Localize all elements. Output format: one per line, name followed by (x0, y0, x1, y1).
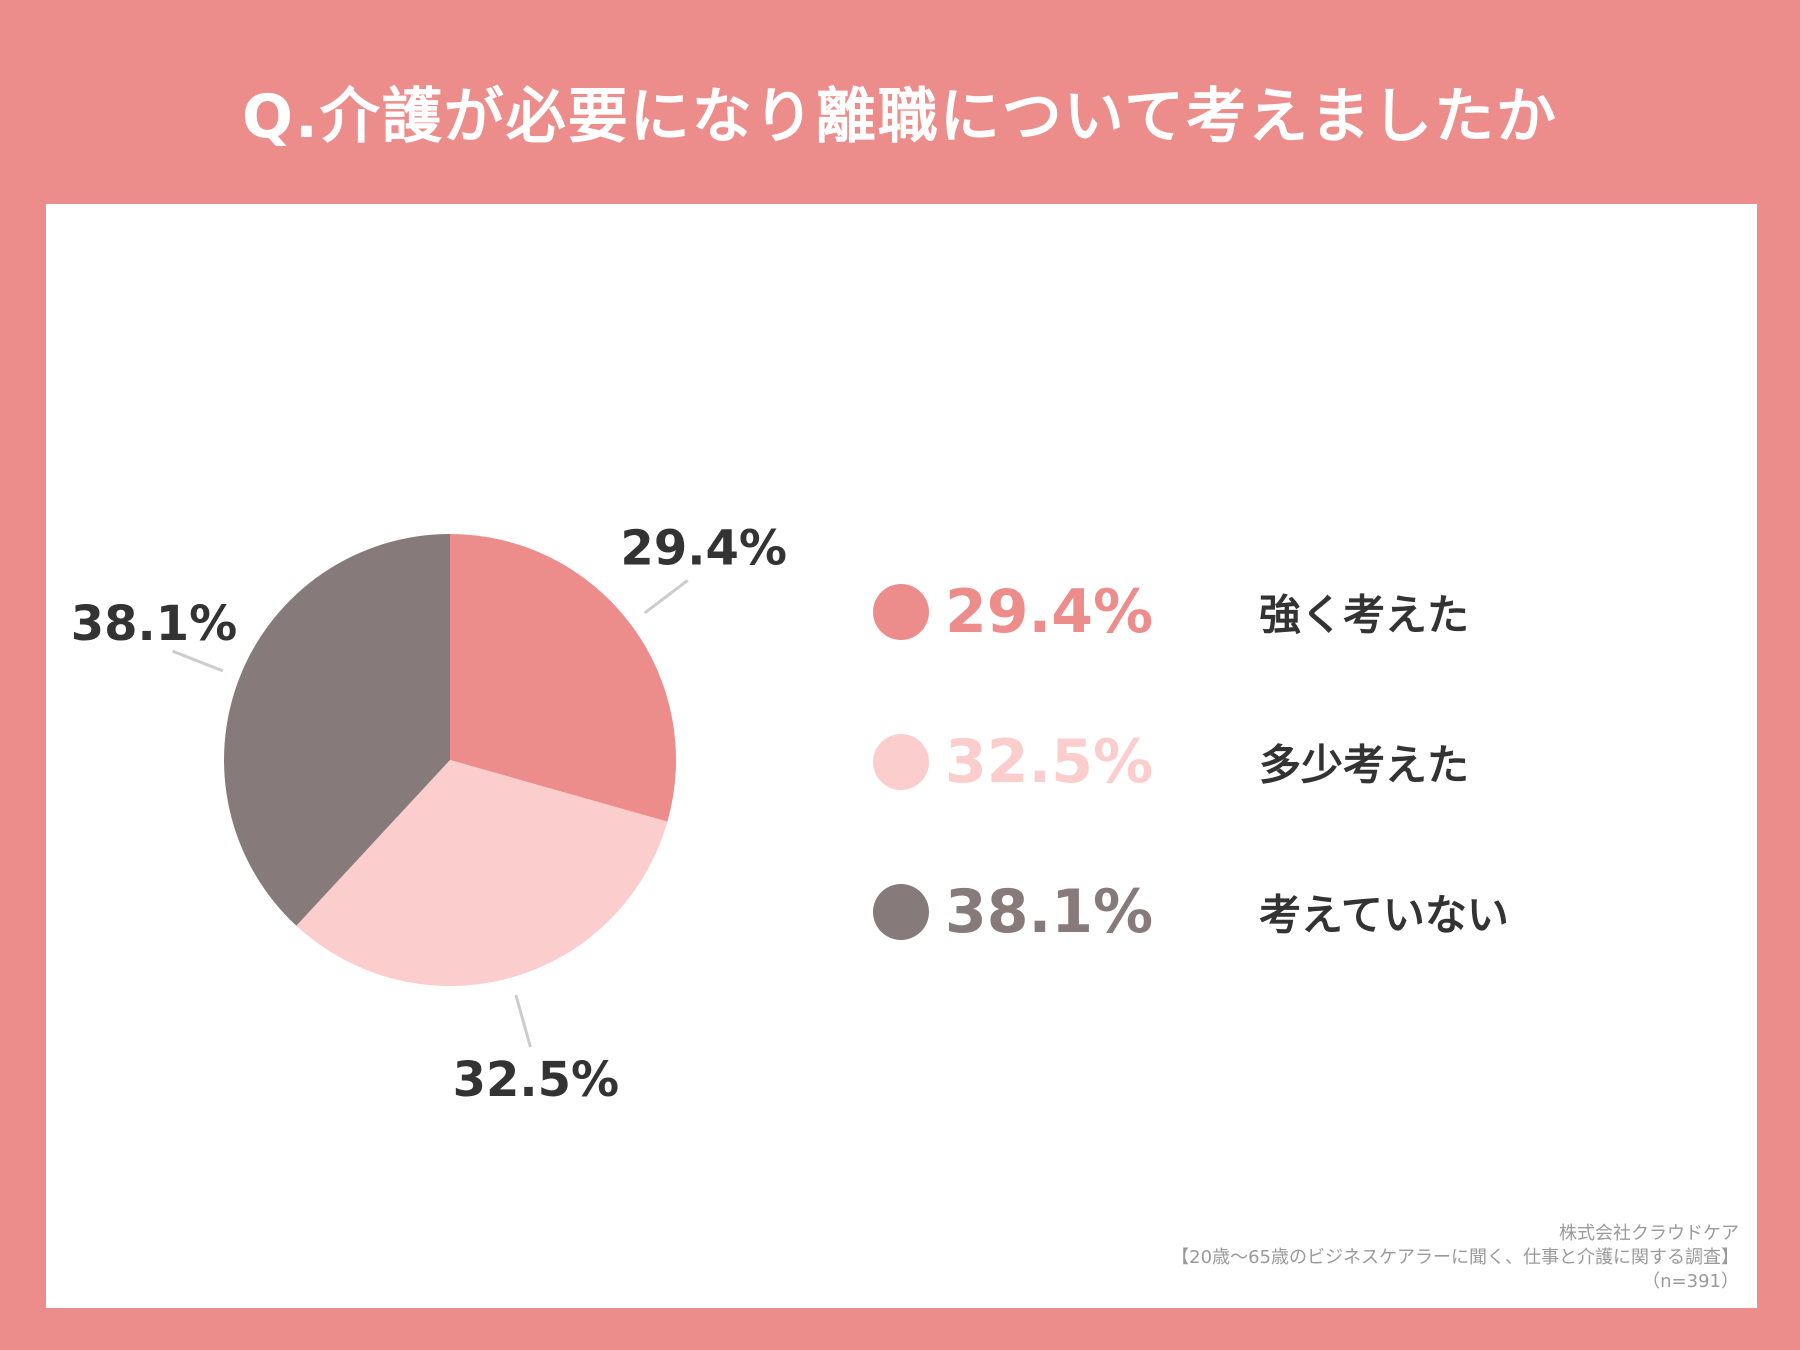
legend-value: 32.5% (945, 727, 1154, 797)
data-label: 29.4% (620, 520, 787, 576)
pie-chart: 29.4% 32.5% 38.1% (71, 520, 787, 1108)
page-title: Q.介護が必要になり離職について考えましたか (242, 82, 1558, 152)
pie-slice-strong (450, 534, 676, 822)
legend-item-somewhat: 32.5% 多少考えた (873, 722, 1469, 802)
leader-line (172, 649, 224, 673)
source-survey: 【20歳～65歳のビジネスケアラーに聞く、仕事と介護に関する調査】 (1171, 1247, 1739, 1268)
legend-swatch (873, 884, 929, 940)
data-label: 38.1% (71, 596, 238, 652)
legend-swatch (873, 584, 929, 640)
chart-card: 29.4% 32.5% 38.1% 29.4% 強く考えた 32.5% 多少考えた … (46, 204, 1757, 1308)
legend-value: 38.1% (945, 877, 1154, 947)
legend-label: 考えていない (1259, 890, 1509, 940)
legend-value: 29.4% (945, 577, 1154, 647)
legend-swatch (873, 734, 929, 790)
pie-slice-not (224, 534, 450, 926)
source-sample: （n=391） (1642, 1271, 1739, 1292)
legend-item-strong: 29.4% 強く考えた (873, 572, 1469, 652)
leader-line (643, 579, 689, 615)
legend-label: 強く考えた (1259, 590, 1470, 640)
pie-slice-somewhat (296, 760, 668, 986)
leader-line (514, 994, 532, 1048)
legend-label: 多少考えた (1259, 740, 1470, 790)
legend-item-not: 38.1% 考えていない (873, 872, 1509, 952)
data-label: 32.5% (453, 1052, 620, 1108)
source-company: 株式会社クラウドケア (1559, 1223, 1739, 1244)
source-note: 株式会社クラウドケア 【20歳～65歳のビジネスケアラーに聞く、仕事と介護に関す… (1171, 1222, 1739, 1294)
